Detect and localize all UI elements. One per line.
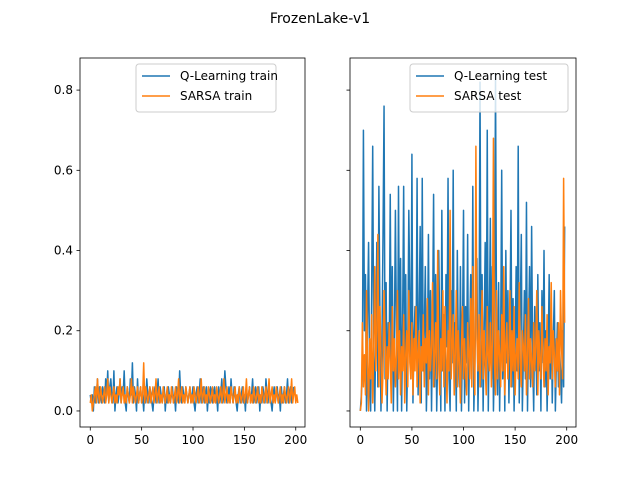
- panel-train: 0 50 100 150 200 0.0 0.2 0.4 0.6 0.8 Q-Learning tr…: [54, 57, 307, 447]
- legend-test: Q-Learning test SARSA test: [409, 63, 569, 113]
- y-tick-label: 0.0: [54, 404, 73, 418]
- x-tick-label: 200: [555, 433, 578, 447]
- x-tick-label: 50: [404, 433, 419, 447]
- x-tick-label: 150: [504, 433, 527, 447]
- legend-label: SARSA test: [454, 89, 522, 103]
- series-line-sarsa-train: [89, 362, 299, 412]
- x-tick-label: 100: [452, 433, 475, 447]
- legend-box: [409, 63, 569, 113]
- legend-label: Q-Learning test: [454, 69, 547, 83]
- x-tick-label: 50: [134, 433, 149, 447]
- y-tick-label: 0.6: [54, 163, 73, 177]
- x-tick-label: 0: [356, 433, 364, 447]
- figure-suptitle: FrozenLake-v1: [270, 11, 370, 27]
- y-tick-label: 0.2: [54, 324, 73, 338]
- y-tick-label: 0.8: [54, 83, 73, 97]
- x-tick-label: 100: [182, 433, 205, 447]
- axes-frame-train: [79, 57, 306, 428]
- x-tick-label: 150: [233, 433, 256, 447]
- legend-box: [135, 63, 277, 113]
- legend-label: SARSA train: [180, 89, 252, 103]
- x-tick-label: 0: [86, 433, 94, 447]
- panel-test: 0 50 100 150 200 Q-Learning test SARSA test: [346, 57, 578, 447]
- legend-label: Q-Learning train: [180, 69, 278, 83]
- series-line-sarsa-test: [359, 137, 566, 412]
- legend-train: Q-Learning train SARSA train: [135, 63, 278, 113]
- axes-frame-test: [349, 57, 577, 428]
- x-tick-label: 200: [284, 433, 307, 447]
- y-tick-label: 0.4: [54, 244, 73, 258]
